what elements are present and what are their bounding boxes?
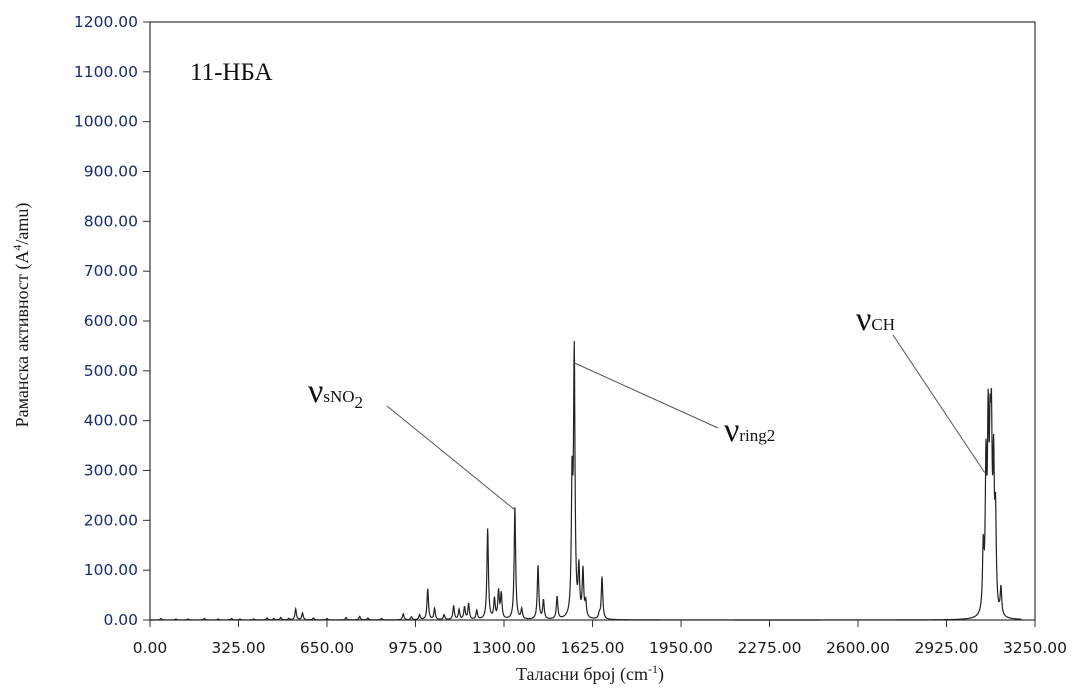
y-tick-label: 300.00 — [84, 462, 138, 480]
y-tick-label: 1000.00 — [74, 113, 138, 131]
plot-frame — [149, 21, 1036, 621]
annotation-nu-ring2-subscript: ring2 — [739, 426, 775, 445]
x-axis-title-sup: -1 — [648, 662, 658, 676]
x-tick-label: 0.00 — [133, 639, 168, 657]
x-tick-label: 975.00 — [388, 639, 442, 657]
y-tick-label: 700.00 — [84, 262, 138, 280]
annotation-leader-line — [892, 334, 986, 473]
annotation-nu-ring2-symbol: ν — [724, 412, 739, 449]
x-axis-ticks: 0.00 325.00 650.00 975.00 1300.00 1625.00 1950… — [133, 620, 1067, 657]
y-tick-label: 800.00 — [84, 212, 138, 230]
annotation-leader-lines — [386, 334, 986, 511]
x-axis-title-end: ) — [658, 664, 664, 685]
x-tick-label: 1300.00 — [472, 639, 536, 657]
annotation-nu-ch-symbol: ν — [856, 301, 871, 338]
y-tick-label: 200.00 — [84, 511, 138, 529]
y-axis-title-sup: 4 — [10, 245, 24, 251]
y-tick-label: 900.00 — [84, 163, 138, 181]
y-tick-label: 1200.00 — [74, 13, 138, 31]
y-axis-title: Раманска активност (A4/amu) — [10, 203, 33, 428]
y-tick-label: 400.00 — [84, 412, 138, 430]
y-axis-title-main: Раманска активност (A — [12, 251, 33, 428]
annotation-nu-ch: νCH — [856, 301, 895, 338]
x-tick-label: 1625.00 — [560, 639, 624, 657]
x-tick-label: 2600.00 — [826, 639, 890, 657]
sample-label: 11-НБА — [190, 59, 273, 86]
spectrum-line — [150, 340, 1022, 621]
y-axis-ticks: 0.00 100.00 200.00 300.00 400.00 500.00 600.00… — [74, 13, 150, 629]
y-axis-title-end: /amu) — [12, 203, 33, 245]
x-axis-title: Таласни број (cm-1) — [516, 662, 664, 685]
x-axis-title-main: Таласни број (cm — [516, 664, 648, 685]
annotation-nu-sno2-subscript-index: 2 — [355, 393, 364, 412]
y-tick-label: 500.00 — [84, 362, 138, 380]
y-tick-label: 1100.00 — [74, 63, 138, 81]
x-tick-label: 3250.00 — [1003, 639, 1067, 657]
x-tick-label: 650.00 — [300, 639, 354, 657]
annotation-leader-line — [386, 405, 516, 511]
x-tick-label: 325.00 — [211, 639, 265, 657]
annotation-nu-sno2-symbol: ν — [308, 373, 323, 410]
annotation-leader-line — [574, 362, 719, 429]
annotation-nu-sno2-subscript: sNO — [323, 387, 354, 406]
y-tick-label: 100.00 — [84, 561, 138, 579]
annotation-nu-ch-subscript: CH — [871, 315, 895, 334]
x-tick-label: 1950.00 — [649, 639, 713, 657]
y-tick-label: 600.00 — [84, 312, 138, 330]
y-tick-label: 0.00 — [103, 611, 138, 629]
x-tick-label: 2275.00 — [737, 639, 801, 657]
annotation-nu-sno2: νsNO2 — [308, 373, 363, 412]
x-tick-label: 2925.00 — [914, 639, 978, 657]
annotation-nu-ring2: νring2 — [724, 412, 775, 449]
